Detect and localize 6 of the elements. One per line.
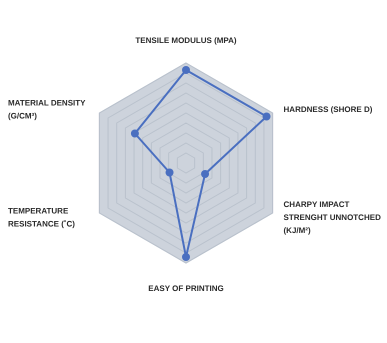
- spoke-label: TENSILE MODULUS (MPA): [135, 36, 237, 45]
- spoke-label: EASY OF PRINTING: [148, 284, 224, 293]
- spoke-label: HARDNESS (SHORE D): [284, 105, 373, 114]
- spoke-label: MATERIAL DENSITY (G/CM³): [8, 98, 86, 120]
- spoke-label: TEMPERATURE RESISTANCE (˚C): [8, 206, 76, 228]
- spoke-label: CHARPY IMPACT STRENGHT UNNOTCHED (KJ/M²): [284, 200, 382, 235]
